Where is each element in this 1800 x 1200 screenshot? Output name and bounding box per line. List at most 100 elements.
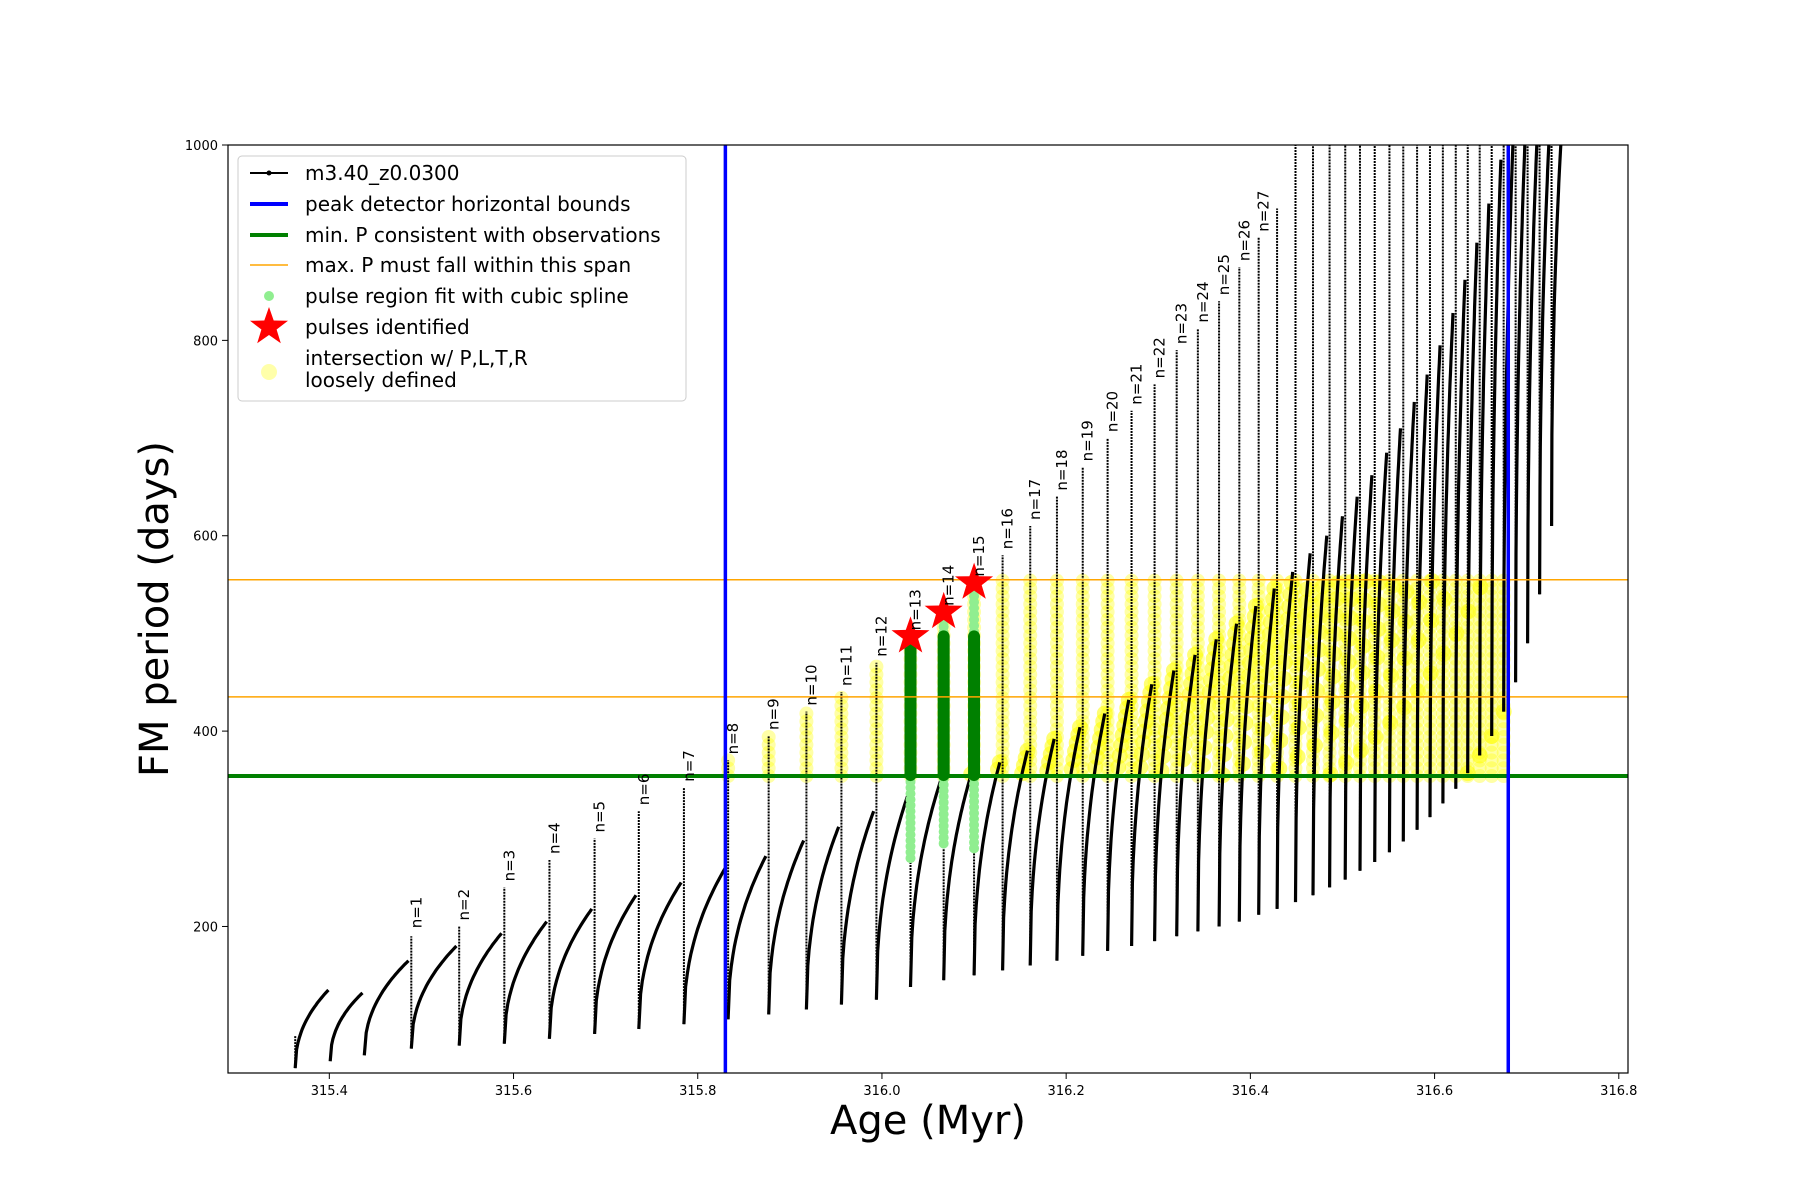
y-axis-title: FM period (days) bbox=[132, 441, 178, 777]
x-tick-label: 315.6 bbox=[495, 1084, 532, 1099]
intersection-marker bbox=[995, 729, 1010, 744]
track-segment bbox=[1153, 670, 1176, 942]
legend-item: peak detector horizontal bounds bbox=[250, 192, 631, 216]
intersection-marker bbox=[1075, 667, 1090, 682]
legend-swatch-dot bbox=[266, 170, 272, 176]
intersection-marker bbox=[1075, 589, 1090, 604]
pulse-label: n=24 bbox=[1194, 281, 1212, 322]
pulse-label: n=19 bbox=[1079, 420, 1097, 461]
track-segment bbox=[726, 855, 768, 1020]
x-tick-label: 315.4 bbox=[311, 1084, 348, 1099]
x-tick-label: 316.8 bbox=[1600, 1084, 1637, 1099]
intersection-marker bbox=[1169, 620, 1184, 635]
pulse-label: n=9 bbox=[765, 698, 783, 730]
track-segment bbox=[1537, 145, 1551, 595]
pulse-label: n=4 bbox=[545, 822, 563, 854]
pulse-label: n=15 bbox=[970, 535, 988, 576]
intersection-marker bbox=[1484, 761, 1499, 776]
intersection-marker bbox=[1023, 644, 1038, 659]
track-segment bbox=[942, 773, 973, 981]
legend-label: min. P consistent with observations bbox=[305, 223, 661, 247]
intersection-marker bbox=[1100, 644, 1115, 659]
intersection-marker bbox=[1124, 714, 1139, 729]
legend-label: peak detector horizontal bounds bbox=[305, 192, 631, 216]
intersection-marker bbox=[1124, 573, 1139, 588]
track-segment bbox=[1237, 605, 1258, 922]
pulse-label: n=23 bbox=[1173, 303, 1191, 344]
pulse-label: n=7 bbox=[680, 750, 698, 782]
intersection-marker bbox=[834, 722, 849, 737]
plot-frame bbox=[227, 144, 1629, 1074]
intersection-marker bbox=[1075, 651, 1090, 666]
x-axis-title: Age (Myr) bbox=[830, 1098, 1026, 1144]
track-segment bbox=[1217, 623, 1239, 927]
legend-item: pulse region fit with cubic spline bbox=[264, 284, 629, 308]
intersection-marker bbox=[1023, 604, 1038, 619]
legend-swatch bbox=[264, 291, 274, 301]
pulse-star bbox=[891, 616, 930, 653]
track-segment bbox=[1549, 145, 1563, 527]
pulse-label: n=8 bbox=[724, 723, 742, 755]
intersection-marker bbox=[1124, 612, 1139, 627]
pulse-label: n=6 bbox=[635, 774, 653, 806]
axes: 315.4 315.6 315.8 316.0 316.2 316.4 316.6 316.8… bbox=[185, 139, 1637, 1099]
x-tick-label: 316.2 bbox=[1048, 1084, 1085, 1099]
plot-area: n=1 n=2 n=3 n=4 n=5 n=6 n=7 n=8 n=9 n=10 n=11 n=12 n… bbox=[228, 145, 1628, 1073]
track-segment bbox=[1454, 279, 1467, 789]
track-segment bbox=[1328, 516, 1345, 888]
intersection-marker bbox=[1169, 581, 1184, 596]
track-segment bbox=[1428, 345, 1442, 818]
pulse-label: n=21 bbox=[1128, 364, 1146, 405]
intersection-marker bbox=[1124, 675, 1139, 690]
track-segment bbox=[804, 826, 841, 1010]
intersection-marker bbox=[1208, 631, 1225, 648]
track-segment bbox=[1525, 145, 1539, 644]
intersection-marker bbox=[1049, 714, 1064, 729]
y-tick-label: 1000 bbox=[185, 139, 218, 154]
legend-item: min. P consistent with observations bbox=[250, 223, 661, 247]
x-tick-label: 316.0 bbox=[863, 1084, 900, 1099]
pulse-label: n=13 bbox=[907, 589, 925, 630]
track-segment bbox=[682, 867, 727, 1025]
track-segment bbox=[1001, 750, 1030, 971]
intersection-marker bbox=[1190, 612, 1205, 627]
intersection-marker bbox=[995, 628, 1010, 643]
x-tick-label: 315.8 bbox=[679, 1084, 716, 1099]
intersection-marker bbox=[1212, 604, 1227, 619]
track-segment bbox=[1275, 571, 1295, 909]
intersection-marker bbox=[1023, 722, 1038, 737]
intersection-marker bbox=[799, 729, 814, 744]
intersection-marker bbox=[995, 612, 1010, 627]
intersection-marker bbox=[1147, 644, 1162, 659]
legend-label: max. P must fall within this span bbox=[305, 253, 631, 277]
series-m3.40_z0.0300 bbox=[293, 145, 1563, 1069]
intersection-marker bbox=[1484, 745, 1499, 760]
intersection-marker bbox=[995, 589, 1010, 604]
pulse-segments bbox=[904, 630, 981, 782]
track-segment bbox=[1478, 203, 1491, 756]
track-segment bbox=[409, 944, 458, 1049]
track-segment bbox=[1490, 159, 1503, 737]
intersection-marker bbox=[1266, 580, 1283, 597]
track-segment bbox=[637, 881, 683, 1030]
track-segment bbox=[839, 810, 876, 1005]
track-segment bbox=[293, 988, 330, 1069]
intersection-marker bbox=[1100, 659, 1115, 674]
track-segment bbox=[1130, 683, 1154, 947]
pulse-label: n=2 bbox=[455, 889, 473, 921]
track-segment bbox=[362, 959, 410, 1056]
pulse-star bbox=[924, 591, 963, 629]
intersection-marker bbox=[1147, 589, 1162, 604]
intersection-marker bbox=[1049, 636, 1064, 651]
pulse-label: n=5 bbox=[591, 801, 609, 833]
track-segment bbox=[502, 920, 548, 1044]
pulse-label: n=1 bbox=[407, 897, 425, 929]
intersection-marker bbox=[1147, 667, 1162, 682]
intersection-marker bbox=[1169, 698, 1184, 713]
intersection-marker bbox=[1422, 597, 1437, 612]
legend-item: m3.40_z0.0300 bbox=[250, 161, 460, 185]
pulse-label: n=16 bbox=[999, 508, 1017, 549]
y-tick-label: 600 bbox=[193, 530, 218, 545]
